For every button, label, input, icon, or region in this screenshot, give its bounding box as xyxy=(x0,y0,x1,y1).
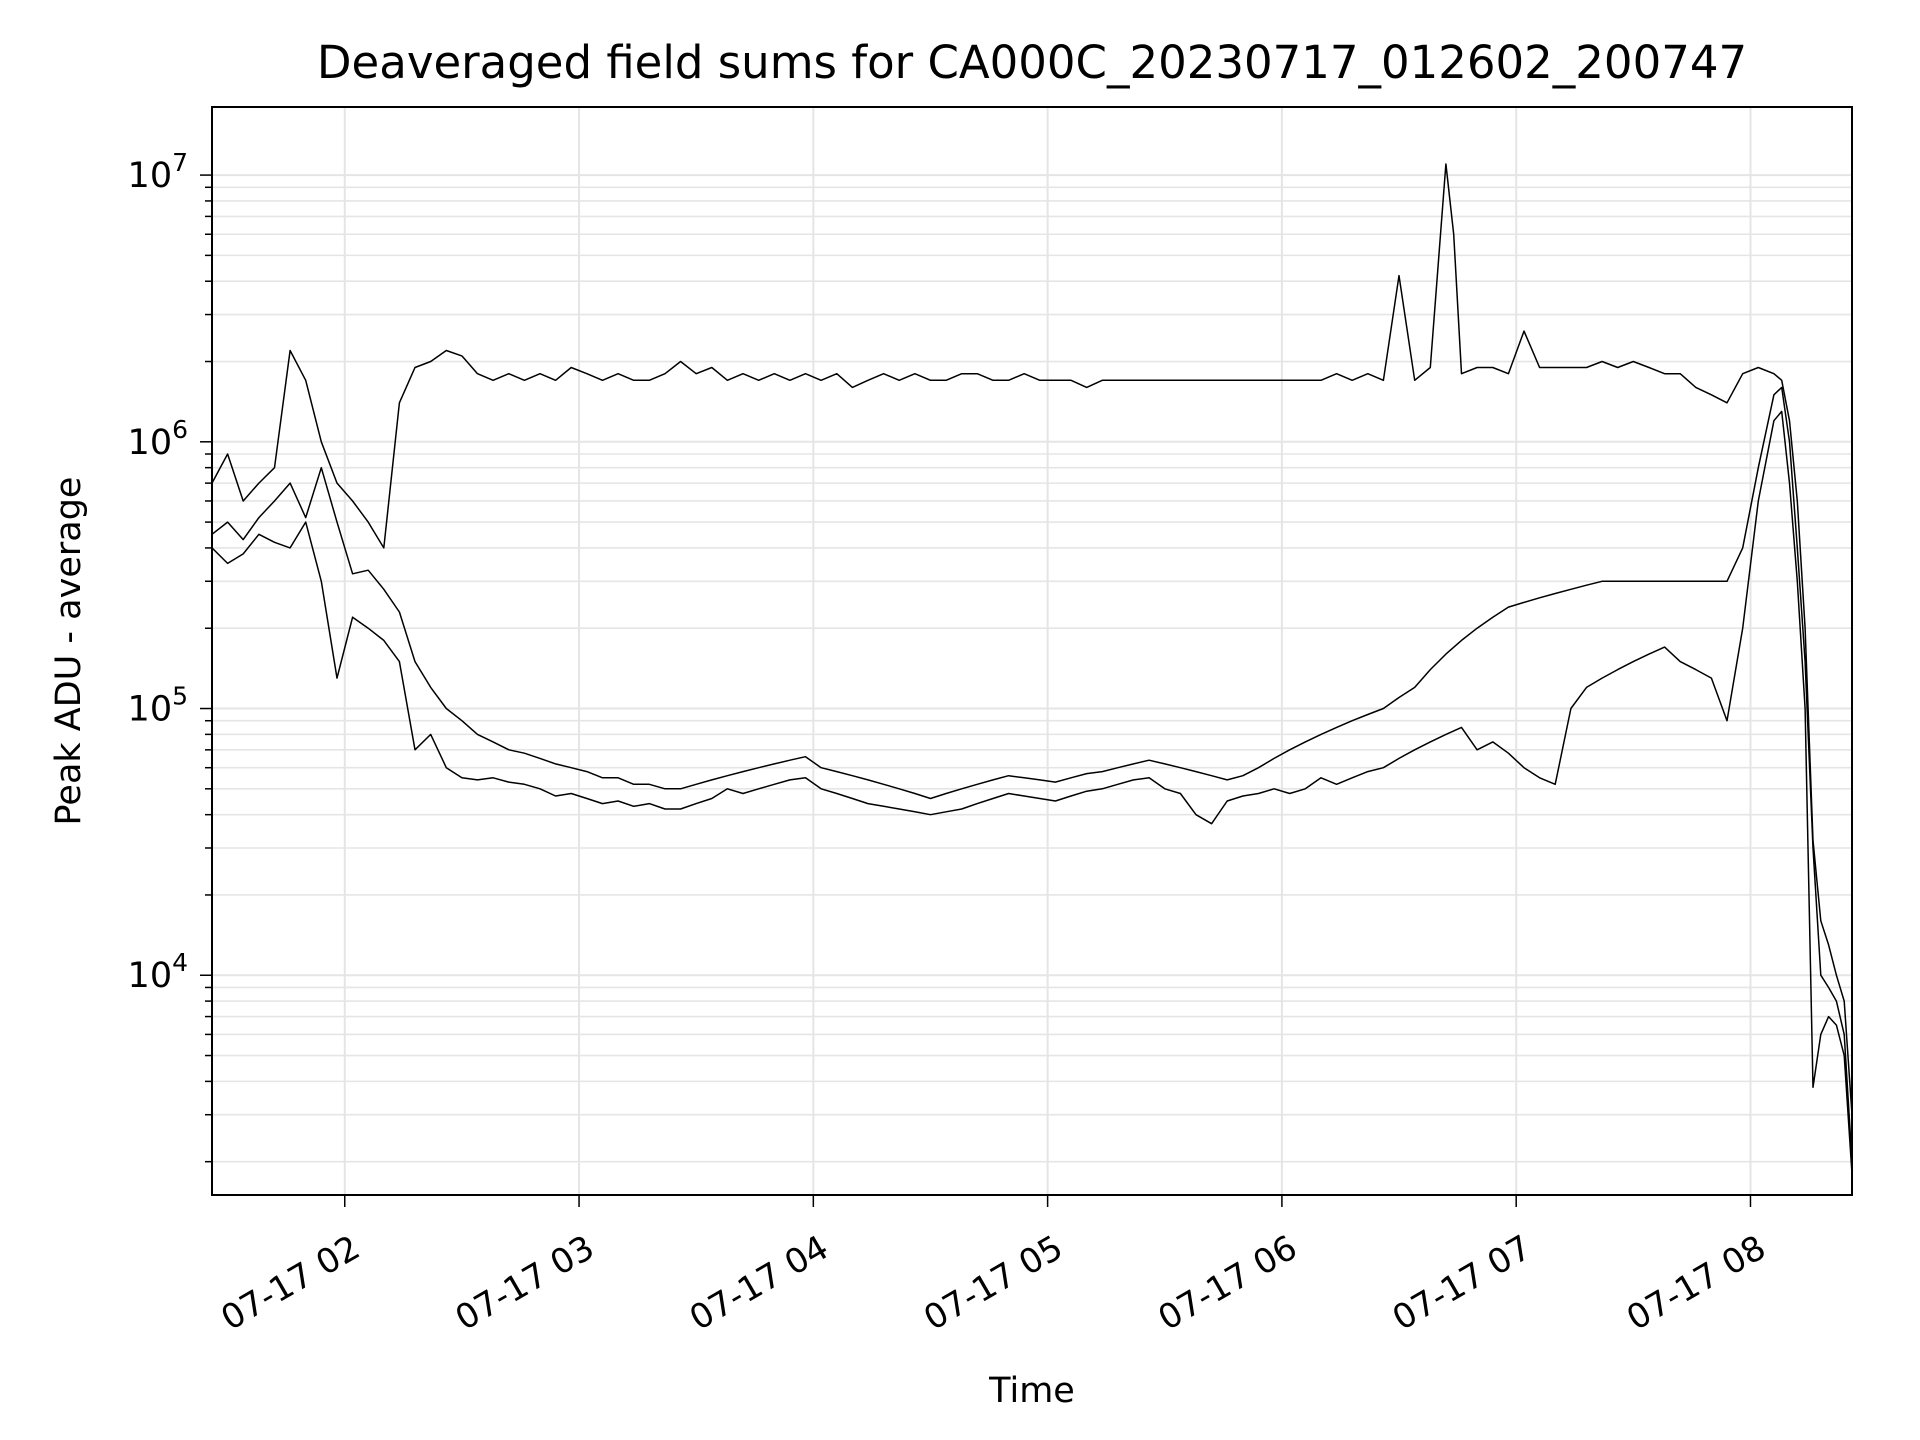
y-tick-label-exponent: 6 xyxy=(172,415,188,444)
plot-area xyxy=(211,163,1853,1174)
y-tick-label: 104 xyxy=(128,948,188,996)
grid xyxy=(212,107,1852,1195)
y-tick-label-exponent: 4 xyxy=(172,948,188,977)
y-axis-label: Peak ADU - average xyxy=(49,477,89,826)
y-tick-label-base: 10 xyxy=(128,690,173,730)
series-line-2 xyxy=(211,163,1853,1115)
y-tick-label: 106 xyxy=(128,415,188,463)
x-axis-label: Time xyxy=(988,1371,1075,1411)
series-line-3 xyxy=(211,410,1853,1174)
axes-frame xyxy=(211,106,1853,1196)
series-line-1 xyxy=(211,386,1853,1162)
y-tick-label-base: 10 xyxy=(128,956,173,996)
y-tick-label-base: 10 xyxy=(128,156,173,196)
y-tick-label-exponent: 5 xyxy=(172,682,188,711)
y-tick-label-exponent: 7 xyxy=(172,148,188,177)
y-tick-label: 107 xyxy=(128,148,188,196)
y-tick-label-base: 10 xyxy=(128,423,173,463)
y-tick-label: 105 xyxy=(128,682,188,730)
chart-title: Deaveraged field sums for CA000C_2023071… xyxy=(317,36,1747,89)
